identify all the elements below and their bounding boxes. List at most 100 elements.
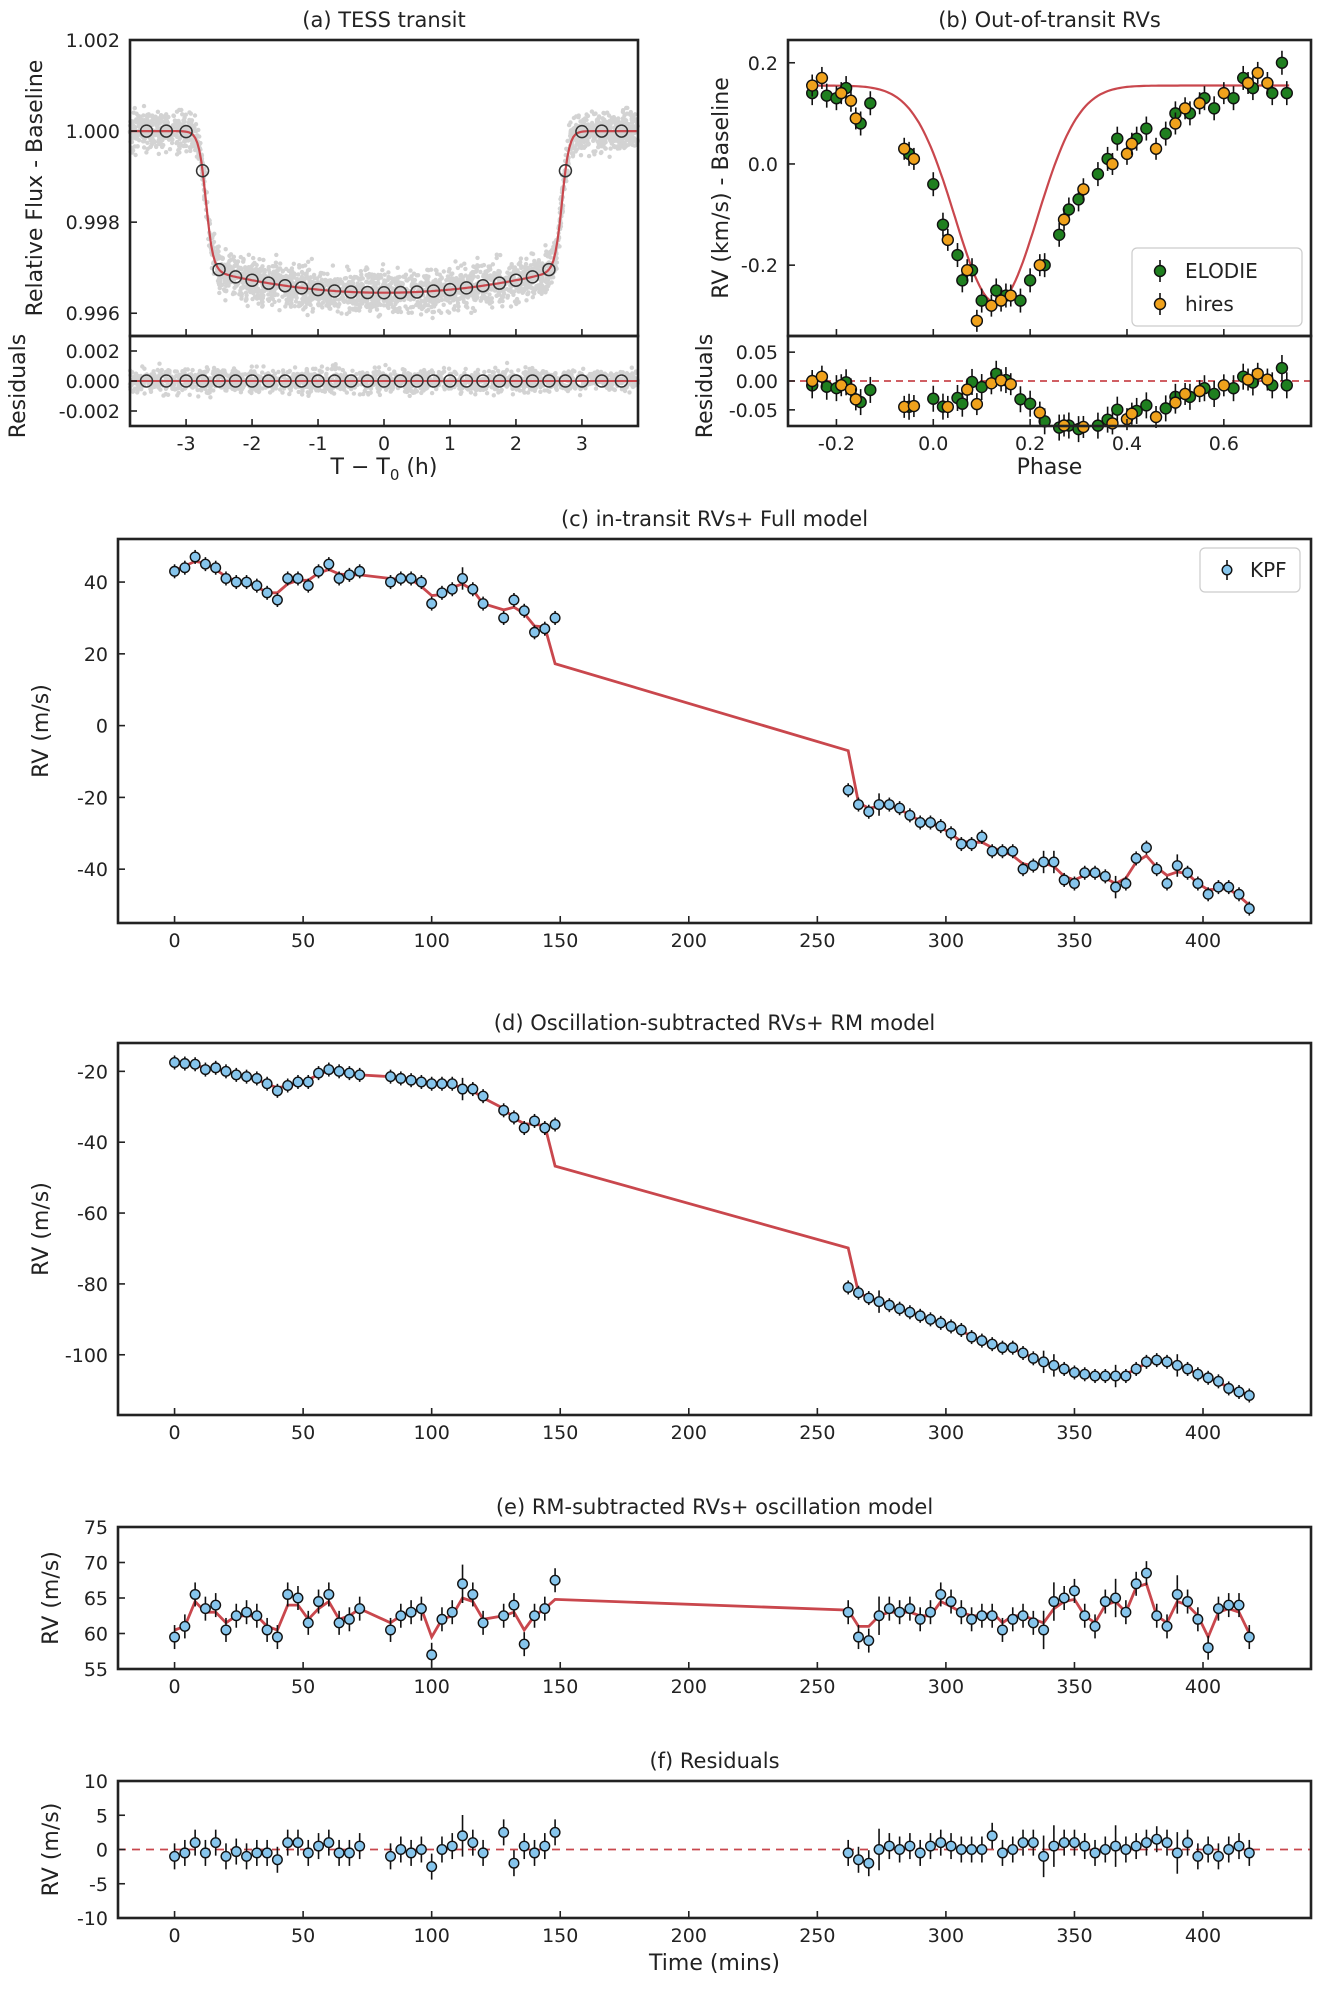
tess-point bbox=[544, 276, 549, 282]
tess-point bbox=[423, 296, 428, 301]
tess-point bbox=[494, 252, 499, 257]
binned-flux-point bbox=[360, 285, 375, 300]
tess-point bbox=[535, 284, 541, 290]
tess-point bbox=[568, 120, 573, 125]
tess-point bbox=[496, 290, 501, 295]
tess-point bbox=[633, 138, 638, 144]
binned-flux-point bbox=[344, 285, 358, 299]
tess-residual-point bbox=[333, 367, 338, 372]
tess-point bbox=[524, 298, 529, 303]
tess-point bbox=[193, 122, 199, 127]
tess-point bbox=[525, 265, 531, 271]
tess-point bbox=[300, 296, 305, 302]
tess-point bbox=[629, 116, 634, 121]
tess-point bbox=[464, 300, 469, 306]
tess-point bbox=[422, 275, 427, 280]
binned-residual-point bbox=[377, 374, 391, 388]
tess-point bbox=[446, 310, 452, 315]
tess-point bbox=[177, 150, 182, 155]
tess-point bbox=[339, 311, 344, 316]
tess-point bbox=[376, 281, 381, 286]
tess-residual-point bbox=[249, 364, 254, 369]
hires-residual-point bbox=[970, 397, 984, 411]
tess-point bbox=[144, 131, 149, 136]
tess-point bbox=[586, 153, 592, 159]
tess-residual-point bbox=[475, 367, 481, 373]
tess-residual-point bbox=[337, 366, 342, 371]
tess-residual-point bbox=[414, 389, 420, 394]
tess-point bbox=[593, 149, 598, 154]
tess-point bbox=[273, 260, 279, 265]
tess-point bbox=[602, 111, 607, 116]
tess-residual-point bbox=[627, 390, 632, 395]
tess-point bbox=[430, 309, 435, 315]
tess-residual-point bbox=[291, 372, 296, 377]
tess-point bbox=[132, 105, 137, 111]
elodie-point bbox=[1159, 127, 1172, 140]
elodie-point bbox=[864, 97, 877, 110]
tess-point bbox=[576, 113, 581, 118]
tess-point bbox=[425, 267, 430, 272]
x-tick-label: 0 bbox=[378, 433, 390, 455]
tess-residual-point bbox=[618, 369, 623, 375]
tess-point bbox=[142, 118, 147, 123]
tess-residual-point bbox=[618, 376, 624, 381]
tess-point bbox=[192, 113, 198, 118]
tess-residual-point bbox=[172, 381, 177, 386]
tess-point bbox=[523, 261, 529, 267]
tess-residual-point bbox=[376, 389, 381, 394]
tess-point bbox=[549, 248, 555, 253]
tess-point bbox=[243, 265, 248, 270]
tess-residual-point bbox=[357, 392, 363, 397]
tess-point bbox=[629, 120, 635, 126]
tess-point bbox=[386, 274, 391, 280]
tess-point bbox=[228, 257, 233, 263]
tess-residual-point bbox=[249, 389, 254, 394]
tess-residual-point bbox=[429, 390, 435, 396]
tess-point bbox=[632, 143, 637, 148]
tess-point bbox=[297, 265, 302, 270]
tess-point bbox=[355, 297, 361, 303]
x-tick-label: 2 bbox=[510, 433, 522, 455]
tess-residual-point bbox=[523, 365, 528, 370]
tess-residual-point bbox=[305, 390, 310, 395]
y-tick-label: 0.996 bbox=[66, 303, 120, 325]
tess-point bbox=[326, 295, 332, 300]
tess-point bbox=[367, 273, 372, 278]
binned-flux-point bbox=[245, 273, 259, 287]
tess-residual-point bbox=[607, 387, 612, 392]
elodie-residual-point bbox=[1140, 399, 1153, 412]
tess-residual-point bbox=[254, 388, 259, 393]
tess-point bbox=[622, 145, 628, 150]
elodie-point bbox=[1280, 86, 1293, 100]
x-label-unit: (h) bbox=[399, 455, 437, 480]
elodie-point bbox=[927, 178, 940, 191]
tess-point bbox=[280, 268, 285, 273]
tess-point bbox=[131, 110, 136, 115]
tess-point bbox=[320, 300, 326, 305]
tess-residual-point bbox=[299, 392, 305, 397]
tess-point bbox=[337, 301, 342, 307]
tess-residual-point bbox=[140, 364, 145, 369]
tess-point bbox=[365, 298, 370, 303]
hires-residual-point bbox=[941, 400, 955, 414]
binned-residual-point bbox=[159, 374, 174, 388]
tess-residual-point bbox=[484, 391, 490, 396]
tess-point bbox=[276, 298, 282, 303]
binned-residual-point bbox=[360, 374, 375, 388]
tess-point bbox=[348, 274, 353, 280]
tess-point bbox=[352, 274, 357, 280]
tess-point bbox=[239, 296, 244, 301]
elodie-point bbox=[1072, 193, 1085, 206]
tess-point bbox=[598, 142, 603, 147]
tess-point bbox=[604, 120, 610, 125]
tess-point bbox=[212, 231, 217, 236]
tess-point bbox=[358, 269, 364, 274]
tess-point bbox=[530, 251, 536, 257]
tess-point bbox=[245, 303, 250, 309]
tess-point bbox=[180, 112, 185, 117]
elodie-point bbox=[1111, 132, 1124, 145]
tess-residual-point bbox=[629, 365, 634, 370]
tess-residual-point bbox=[211, 388, 216, 393]
tess-point bbox=[472, 290, 477, 295]
